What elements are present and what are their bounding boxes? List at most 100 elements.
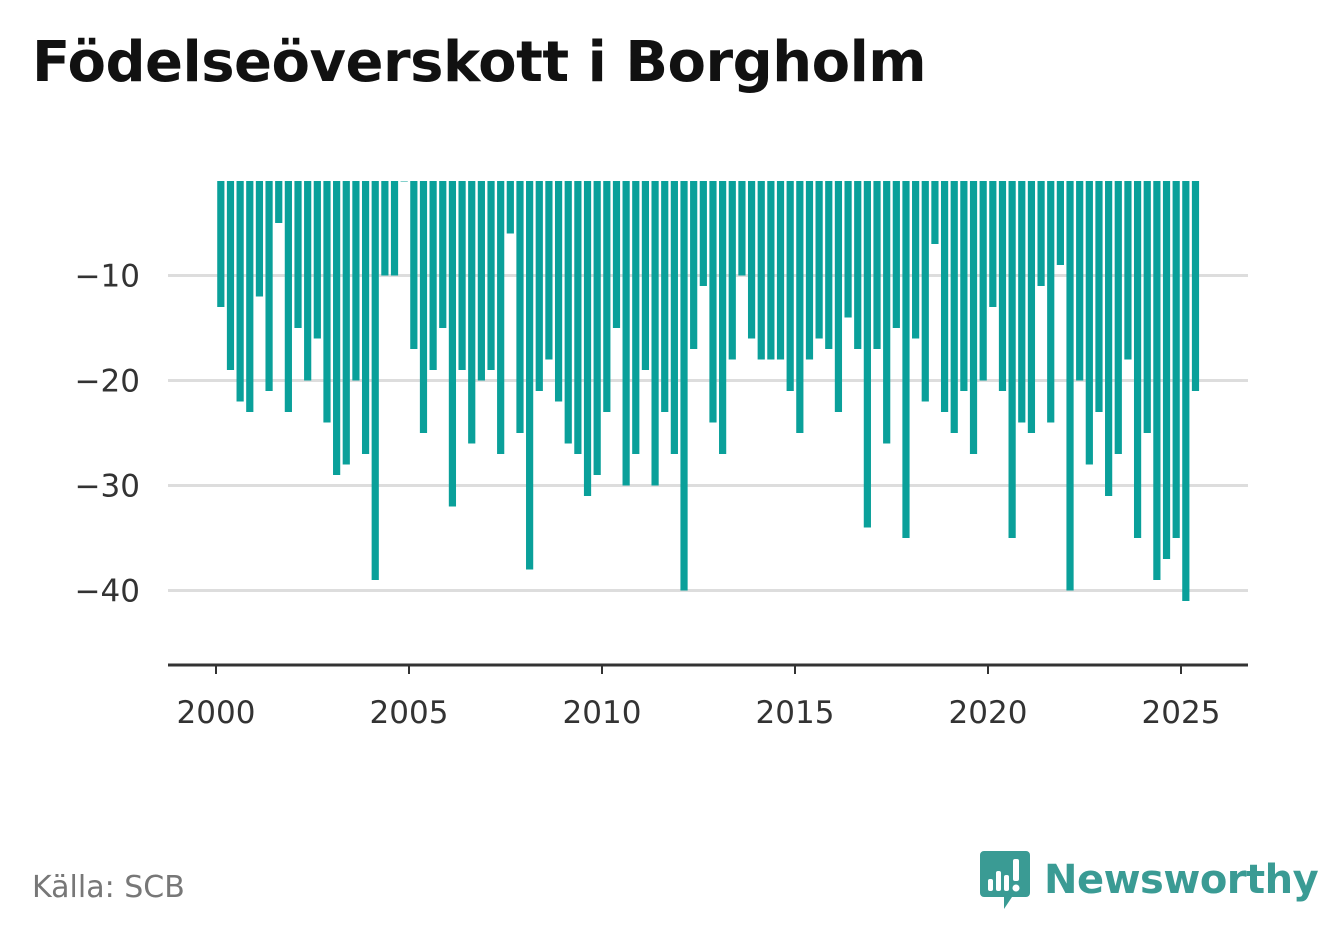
bar: [690, 181, 698, 349]
x-tick-label: 2020: [949, 695, 1028, 731]
bar: [1191, 181, 1200, 391]
brand-name: Newsworthy: [1044, 857, 1319, 903]
bar: [410, 181, 418, 349]
y-axis-ticks: −10 −20 −30 −40: [75, 259, 140, 610]
bar: [825, 181, 833, 349]
bar: [1172, 181, 1180, 538]
bar: [275, 181, 283, 223]
bar: [284, 181, 292, 412]
x-tick-label: 2005: [370, 695, 449, 731]
bar: [487, 181, 495, 370]
bar: [1018, 181, 1026, 423]
bar: [680, 181, 688, 591]
bar: [333, 181, 341, 475]
bar: [931, 181, 939, 244]
bar: [448, 181, 457, 507]
bar: [497, 181, 505, 454]
bar: [554, 181, 563, 402]
bar: [641, 181, 650, 370]
x-tick-label: 2025: [1142, 695, 1221, 731]
bar: [960, 181, 968, 391]
bar: [458, 181, 466, 370]
bars: [217, 181, 1200, 601]
bar: [564, 181, 572, 444]
bar: [854, 181, 862, 349]
bar: [776, 181, 785, 360]
x-tick-label: 2010: [563, 695, 642, 731]
bar: [757, 181, 765, 360]
bar: [805, 181, 814, 360]
bar: [545, 181, 553, 360]
bar: [622, 181, 630, 486]
bar: [1037, 181, 1045, 286]
bar: [873, 181, 881, 349]
bar: [1027, 181, 1036, 433]
bar: [342, 181, 350, 465]
bar: [612, 181, 621, 328]
bar: [969, 181, 978, 454]
bar: [526, 181, 534, 570]
bar: [699, 181, 707, 286]
bar: [940, 181, 949, 412]
bar: [651, 181, 659, 486]
bar: [574, 181, 582, 454]
bar: [1095, 181, 1103, 412]
bar: [1085, 181, 1093, 465]
bar: [535, 181, 543, 391]
bar: [1182, 181, 1190, 601]
bar: [670, 181, 678, 454]
x-tick-label: 2015: [756, 695, 835, 731]
bar: [1143, 181, 1151, 433]
y-tick-label: −20: [75, 364, 140, 400]
bar: [390, 181, 399, 276]
bar: [506, 181, 514, 234]
bar: [439, 181, 447, 328]
bar: [265, 181, 273, 391]
bar: [1105, 181, 1113, 496]
bar: [728, 181, 736, 360]
bar: [709, 181, 717, 423]
x-tick-label: 2000: [177, 695, 256, 731]
y-tick-label: −30: [75, 469, 140, 505]
bar: [323, 181, 331, 423]
bar: [1114, 181, 1122, 454]
bar: [1008, 181, 1016, 538]
bar: [1124, 181, 1132, 360]
bar: [863, 181, 871, 528]
bar: [400, 181, 408, 182]
bar: [371, 181, 379, 580]
bar: [294, 181, 302, 328]
y-tick-label: −40: [75, 574, 140, 610]
bar: [1153, 181, 1161, 580]
bar: [304, 181, 312, 381]
bar: [313, 181, 321, 339]
bar: [226, 181, 235, 370]
bar: [747, 181, 756, 339]
bar: [892, 181, 900, 328]
bar: [738, 181, 746, 276]
bar: [921, 181, 929, 402]
bar: [516, 181, 524, 433]
bar: [844, 181, 852, 318]
bar: [352, 181, 360, 381]
bar: [419, 181, 428, 433]
bar: [998, 181, 1007, 391]
bar: [989, 181, 997, 307]
bar: [1066, 181, 1074, 591]
bar: [1162, 181, 1171, 559]
bar: [429, 181, 437, 370]
bar: [796, 181, 804, 433]
bar: [255, 181, 264, 297]
bar: [246, 181, 254, 412]
bar: [767, 181, 775, 360]
newsworthy-chart-icon: [980, 851, 1030, 909]
bar: [979, 181, 987, 381]
bar: [834, 181, 843, 412]
y-tick-label: −10: [75, 259, 140, 295]
bar: [236, 181, 244, 402]
chart-title: Födelseöverskott i Borgholm: [32, 30, 927, 95]
bar: [477, 181, 485, 381]
bar: [1076, 181, 1084, 381]
bar: [361, 181, 370, 454]
